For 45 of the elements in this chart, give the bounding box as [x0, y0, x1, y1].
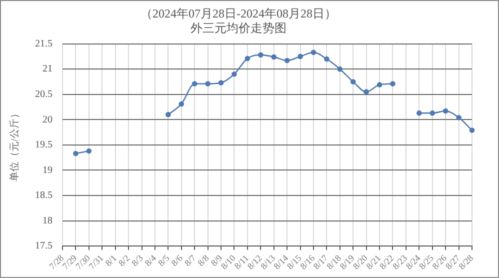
point — [284, 58, 290, 64]
chart-title: （2024年07月28日-2024年08月28日） — [140, 6, 336, 20]
y-tick-label: 19.5 — [35, 140, 52, 151]
y-tick-label: 20 — [42, 114, 52, 126]
y-tick-label: 18.5 — [35, 190, 52, 202]
point — [430, 110, 436, 116]
point — [469, 128, 475, 133]
point — [416, 110, 422, 116]
point — [178, 101, 184, 107]
x-tick-label: 8/6 — [169, 252, 185, 268]
point — [310, 50, 316, 56]
point — [218, 80, 224, 86]
point — [456, 114, 462, 120]
y-tick-label: 21.5 — [35, 38, 52, 50]
x-tick-label: 8/5 — [156, 252, 172, 268]
point — [271, 54, 277, 60]
y-tick-label: 20.5 — [35, 88, 52, 100]
point — [324, 56, 330, 62]
point — [192, 81, 198, 86]
point — [86, 148, 92, 154]
x-tick-label: 8/4 — [142, 252, 158, 268]
x-tick-label: 8/8 — [196, 252, 212, 268]
point — [166, 112, 171, 118]
point — [337, 66, 343, 72]
point — [390, 81, 396, 86]
y-tick-label: 18 — [42, 215, 52, 226]
y-tick-label: 17.5 — [35, 240, 52, 252]
point — [298, 54, 303, 60]
point — [258, 52, 264, 58]
point — [350, 79, 356, 84]
point — [205, 81, 210, 86]
y-axis-title: 单位（元/公斤） — [8, 108, 21, 182]
chart-subtitle: 外三元均价走势图 — [190, 20, 286, 35]
x-tick-label: 8/1 — [103, 252, 118, 268]
x-tick-label: 8/2 — [116, 252, 132, 268]
x-tick-label: 8/3 — [130, 252, 146, 268]
point — [73, 150, 78, 156]
point — [442, 108, 448, 114]
x-tick-label: 8/7 — [182, 252, 198, 268]
point — [244, 56, 250, 62]
y-tick-label: 21 — [42, 64, 52, 75]
point — [364, 89, 369, 94]
point — [232, 71, 237, 77]
point — [376, 82, 382, 88]
y-tick-label: 19 — [42, 164, 52, 176]
